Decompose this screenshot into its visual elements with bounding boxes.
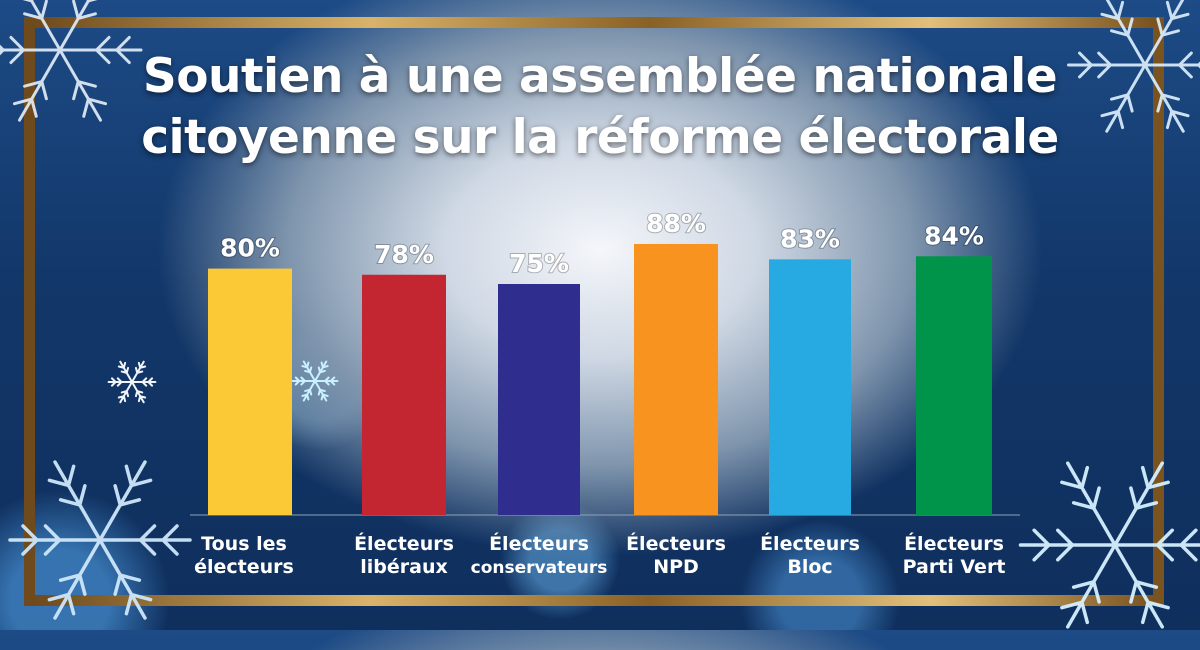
category-label-5-line-0: Électeurs bbox=[904, 532, 1004, 555]
value-label-1: 78% bbox=[374, 240, 434, 269]
category-label-4-line-0: Électeurs bbox=[760, 532, 860, 555]
category-label-2-line-0: Électeurs bbox=[489, 532, 589, 555]
bar-4 bbox=[769, 259, 851, 515]
value-label-5: 84% bbox=[924, 221, 984, 250]
snowflake-icon bbox=[291, 360, 339, 402]
bar-chart: 80%Tous lesélecteurs78%Électeurslibéraux… bbox=[190, 207, 1020, 578]
bar-1 bbox=[362, 274, 446, 515]
category-label-0-line-0: Tous les bbox=[201, 533, 287, 555]
value-label-3: 88% bbox=[646, 209, 706, 238]
category-label-3-line-0: Électeurs bbox=[626, 532, 726, 555]
value-label-0: 80% bbox=[220, 234, 280, 263]
category-label-5-line-1: Parti Vert bbox=[903, 556, 1006, 578]
value-label-2: 75% bbox=[509, 249, 569, 278]
category-label-4-line-1: Bloc bbox=[787, 556, 832, 578]
bar-3 bbox=[634, 243, 718, 515]
category-label-2-line-1: conservateurs bbox=[471, 558, 608, 578]
snowflake-icon bbox=[1067, 0, 1200, 133]
bar-0 bbox=[208, 268, 292, 515]
chart-title-line-1: Soutien à une assemblée nationale bbox=[142, 49, 1058, 104]
snowflake-icon bbox=[0, 0, 143, 122]
bar-2 bbox=[498, 284, 580, 515]
category-label-0-line-1: électeurs bbox=[194, 556, 294, 578]
value-label-4: 83% bbox=[780, 224, 840, 253]
bar-5 bbox=[916, 256, 992, 515]
category-label-1-line-0: Électeurs bbox=[354, 532, 454, 555]
category-label-3-line-1: NPD bbox=[653, 556, 699, 578]
chart-title-line-2: citoyenne sur la réforme électorale bbox=[141, 110, 1059, 165]
chart-title: Soutien à une assemblée nationale citoye… bbox=[0, 46, 1200, 168]
snowflake-icon bbox=[107, 360, 157, 404]
snowflake-icon bbox=[1018, 461, 1200, 629]
category-label-1-line-1: libéraux bbox=[360, 556, 448, 578]
snowflake-icon bbox=[8, 460, 192, 620]
